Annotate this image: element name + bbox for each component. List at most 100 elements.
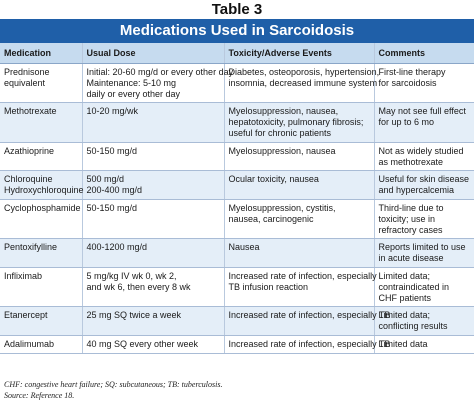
table-row: Etanercept 25 mg SQ twice a week Increased… <box>0 306 474 336</box>
cell-line: Myelosuppression, nausea <box>228 145 336 156</box>
cell-dose: 5 mg/kg IV wk 0, wk 2, and wk 6, then eve… <box>81 267 224 308</box>
cell-dose: 50-150 mg/d <box>81 199 224 240</box>
cell-line: Pentoxifylline <box>4 242 58 253</box>
cell-line: Prednisone <box>4 67 50 77</box>
cell-line: conflicting results <box>378 321 448 332</box>
cell-dose: 10-20 mg/wk <box>81 102 224 143</box>
cell-line: Not as widely studied <box>378 145 464 156</box>
cell-line: in acute disease <box>378 253 444 264</box>
header-row: Medication Usual Dose Toxicity/Adverse E… <box>0 43 474 64</box>
cell-medication: Etanercept <box>0 306 82 336</box>
cell-toxicity: Ocular toxicity, nausea <box>223 170 374 200</box>
source-note: Source: Reference 18. <box>4 391 75 400</box>
cell-comments: First-line therapy for sarcoidosis <box>373 63 474 104</box>
cell-medication: Pentoxifylline <box>0 238 82 268</box>
cell-line: Etanercept <box>4 310 48 321</box>
cell-line: and hypercalcemia <box>378 185 455 196</box>
cell-line: for sarcoidosis <box>378 77 437 88</box>
cell-line: Increased rate of infection, especially … <box>228 310 391 321</box>
cell-line: Infliximab <box>4 270 43 281</box>
cell-line: 400-1200 mg/d <box>86 242 148 253</box>
cell-comments: Limited data; contraindicated in CHF patie… <box>373 267 474 308</box>
cell-medication: Prednisone equivalent <box>0 63 82 104</box>
cell-dose: 25 mg SQ twice a week <box>81 306 224 336</box>
cell-toxicity: Increased rate of infection, especially … <box>223 335 391 354</box>
cell-line: 25 mg SQ twice a week <box>86 310 182 321</box>
cell-line: Maintenance: 5-10 mg <box>86 77 177 88</box>
cell-comments: Limited data <box>373 335 474 354</box>
header-usual-dose: Usual Dose <box>81 43 224 64</box>
cell-comments: Not as widely studied as methotrexate <box>373 142 474 172</box>
cell-toxicity: Nausea <box>223 238 374 268</box>
cell-line: Cyclophosphamide <box>4 202 81 213</box>
cell-line: Initial: 20-60 mg/d or every other day <box>86 67 234 77</box>
cell-comments: Useful for skin disease and hypercalcemia <box>373 170 474 200</box>
cell-line: nausea, carcinogenic <box>228 213 314 224</box>
cell-line: toxicity; use in <box>378 213 436 224</box>
cell-dose: 50-150 mg/d <box>81 142 224 172</box>
cell-line: Myelosuppression, cystitis, <box>228 202 336 213</box>
medications-table: Medication Usual Dose Toxicity/Adverse E… <box>0 43 474 354</box>
cell-toxicity: Myelosuppression, cystitis, nausea, carci… <box>223 199 374 240</box>
cell-line: Third-line due to <box>378 202 444 213</box>
cell-comments: Limited data; conflicting results <box>373 306 474 336</box>
table-row: Pentoxifylline 400-1200 mg/d Nausea Reports… <box>0 238 474 268</box>
cell-medication: Chloroquine Hydroxychloroquine <box>0 170 84 200</box>
cell-line: Methotrexate <box>4 106 57 117</box>
cell-line: TB infusion reaction <box>228 281 309 292</box>
footnote: CHF: congestive heart failure; SQ: subcu… <box>4 380 223 389</box>
cell-dose: 40 mg SQ every other week <box>81 335 224 354</box>
header-medication: Medication <box>0 43 82 64</box>
table-number: Table 3 <box>211 1 263 18</box>
cell-line: Increased rate of infection, especially … <box>228 338 391 349</box>
cell-line: Azathioprine <box>4 145 55 156</box>
cell-line: hepatotoxicity, pulmonary fibrosis; <box>228 117 364 128</box>
table-row: Infliximab 5 mg/kg IV wk 0, wk 2, and wk 6… <box>0 267 474 308</box>
cell-line: Nausea <box>228 242 260 253</box>
table-row: Prednisone equivalent Initial: 20-60 mg/d … <box>0 63 474 104</box>
cell-line: Hydroxychloroquine <box>4 185 84 196</box>
cell-line: equivalent <box>4 77 46 88</box>
cell-toxicity: Myelosuppression, nausea, hepatotoxicity,… <box>223 102 374 143</box>
cell-line: Chloroquine <box>4 174 53 185</box>
cell-medication: Azathioprine <box>0 142 82 172</box>
cell-line: First-line therapy <box>378 67 446 77</box>
header-comments: Comments <box>373 43 474 64</box>
cell-line: Increased rate of infection, especially <box>228 270 377 281</box>
cell-medication: Infliximab <box>0 267 82 308</box>
cell-line: Limited data <box>378 338 428 349</box>
table-title: Medications Used in Sarcoidosis <box>0 19 474 43</box>
cell-line: 200-400 mg/d <box>86 185 143 196</box>
table-row: Azathioprine 50-150 mg/d Myelosuppression,… <box>0 142 474 172</box>
cell-line: and wk 6, then every 8 wk <box>86 281 191 292</box>
cell-line: Diabetes, osteoporosis, hypertension, <box>228 67 380 77</box>
cell-comments: Reports limited to use in acute disease <box>373 238 474 268</box>
cell-dose: Initial: 20-60 mg/d or every other day Ma… <box>81 63 234 104</box>
cell-line: Reports limited to use <box>378 242 466 253</box>
cell-comments: May not see full effect for up to 6 mo <box>373 102 474 143</box>
cell-line: refractory cases <box>378 224 443 235</box>
cell-toxicity: Increased rate of infection, especially … <box>223 306 391 336</box>
cell-line: 10-20 mg/wk <box>86 106 139 117</box>
cell-medication: Adalimumab <box>0 335 82 354</box>
cell-line: 5 mg/kg IV wk 0, wk 2, <box>86 270 177 281</box>
cell-line: useful for chronic patients <box>228 127 332 138</box>
cell-line: for up to 6 mo <box>378 117 435 128</box>
table-row: Adalimumab 40 mg SQ every other week Incre… <box>0 335 474 354</box>
cell-dose: 400-1200 mg/d <box>81 238 224 268</box>
cell-line: insomnia, decreased immune system <box>228 77 378 88</box>
table-row: Methotrexate 10-20 mg/wk Myelosuppression,… <box>0 102 474 143</box>
cell-dose: 500 mg/d 200-400 mg/d <box>81 170 224 200</box>
table-body: Prednisone equivalent Initial: 20-60 mg/d … <box>0 63 474 354</box>
cell-comments: Third-line due to toxicity; use in refract… <box>373 199 474 240</box>
cell-line: May not see full effect <box>378 106 466 117</box>
cell-line: contraindicated in <box>378 281 450 292</box>
cell-line: CHF patients <box>378 292 432 303</box>
cell-medication: Cyclophosphamide <box>0 199 82 240</box>
cell-line: Ocular toxicity, nausea <box>228 174 319 185</box>
header-toxicity: Toxicity/Adverse Events <box>223 43 374 64</box>
cell-line: 50-150 mg/d <box>86 202 138 213</box>
cell-toxicity: Diabetes, osteoporosis, hypertension, ins… <box>223 63 380 104</box>
cell-line: 500 mg/d <box>86 174 125 185</box>
